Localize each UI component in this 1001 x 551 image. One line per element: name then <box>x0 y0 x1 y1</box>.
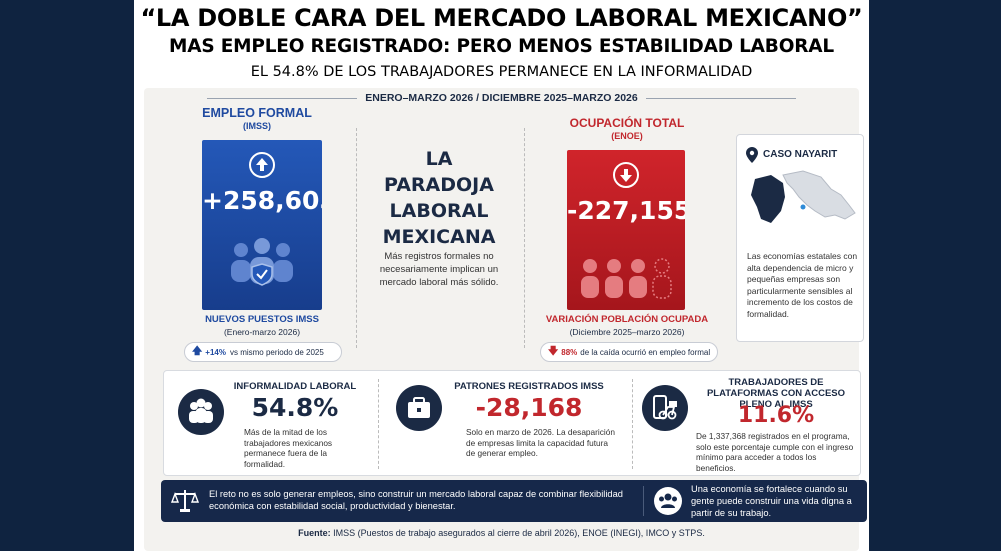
map-pin-icon <box>746 147 758 163</box>
paradox-title: LA PARADOJA LABORAL MEXICANA <box>369 146 509 250</box>
total-source: (ENOE) <box>611 131 643 141</box>
nayarit-title: CASO NAYARIT <box>763 149 838 160</box>
mexico-map-icon <box>751 170 856 223</box>
scales-icon <box>171 490 199 512</box>
formal-delta: +14% <box>205 347 226 357</box>
nayarit-card: CASO NAYARIT Las economías estatales con… <box>736 134 864 342</box>
stat-informalidad-value: 54.8% <box>251 393 339 422</box>
source-text: IMSS (Puestos de trabajo asegurados al c… <box>333 528 705 538</box>
stat-patrones-title: PATRONES REGISTRADOS IMSS <box>454 381 604 392</box>
delivery-phone-icon <box>642 385 688 431</box>
paradox-text: Más registros formales no necesariamente… <box>379 251 499 288</box>
total-value: -227,155 <box>567 196 685 225</box>
arrow-down-small-icon: 🡇 <box>548 345 559 357</box>
stat-patrones-value: -28,168 <box>475 393 583 422</box>
stat-patrones-desc: Solo en marzo de 2026. La desaparición d… <box>466 427 615 458</box>
infographic-sheet: “LA DOBLE CARA DEL MERCADO LABORAL MEXIC… <box>134 0 869 551</box>
formal-title: EMPLEO FORMAL <box>202 106 312 120</box>
formal-card: +258,605 <box>202 140 322 310</box>
total-title: OCUPACIÓN TOTAL <box>569 116 685 130</box>
arrow-down-icon <box>613 162 639 188</box>
stat-plataformas-value: 11.6% <box>737 403 815 428</box>
stat-informalidad-desc: Más de la mitad de los trabajadores mexi… <box>244 427 333 469</box>
briefcase-icon <box>396 385 442 431</box>
people-group-faded-icon <box>581 258 672 299</box>
people-group-icon <box>178 389 224 435</box>
divider-right <box>524 128 525 348</box>
community-icon <box>654 487 682 515</box>
banner-divider <box>643 486 644 516</box>
formal-label: NUEVOS PUESTOS IMSS <box>205 314 319 325</box>
total-label: VARIACIÓN POBLACIÓN OCUPADA <box>545 314 709 325</box>
total-card: -227,155 <box>567 150 685 310</box>
bottom-banner: El reto no es solo generar empleos, sino… <box>161 480 867 522</box>
arrow-up-icon <box>249 152 275 178</box>
paradox-title-line-3: MEXICANA <box>382 226 496 248</box>
banner-right-text: Una economía se fortalece cuando su gent… <box>691 484 852 518</box>
period-label: ENERO–MARZO 2026 / DICIEMBRE 2025–MARZO … <box>144 92 859 104</box>
formal-range: (Enero-marzo 2026) <box>223 327 301 337</box>
divider-left <box>356 128 357 348</box>
total-delta-note: de la caída ocurrió en empleo formal <box>580 347 711 357</box>
stats-panel: INFORMALIDAD LABORAL 54.8% Más de la mit… <box>163 370 861 476</box>
formal-delta-pill: 🡅 +14% vs mismo periodo de 2025 <box>184 342 342 362</box>
arrow-up-small-icon: 🡅 <box>192 345 203 357</box>
banner-left-text: El reto no es solo generar empleos, sino… <box>209 489 623 511</box>
source-label: Fuente: <box>298 528 331 538</box>
formal-value: +258,605 <box>202 186 322 215</box>
nayarit-text: Las economías estatales con alta depende… <box>747 251 858 319</box>
people-shield-icon <box>231 238 293 286</box>
paradox-title-line-1: LA PARADOJA <box>384 148 494 196</box>
stat-plataformas-title: TRABAJADORES DE PLATAFORMAS CON ACCESO P… <box>706 377 846 410</box>
stat-informalidad-title: INFORMALIDAD LABORAL <box>233 381 357 392</box>
paradox-title-line-2: LABORAL <box>389 200 489 222</box>
subtitle: MAS EMPLEO REGISTRADO: PERO MENOS ESTABI… <box>169 36 834 57</box>
total-range: (Diciembre 2025–marzo 2026) <box>569 327 685 337</box>
infographic-panel: ENERO–MARZO 2026 / DICIEMBRE 2025–MARZO … <box>144 88 867 551</box>
stats-divider-2 <box>632 379 633 469</box>
stat-plataformas-desc: De 1,337,368 registrados en el programa,… <box>696 431 854 473</box>
main-title: “LA DOBLE CARA DEL MERCADO LABORAL MEXIC… <box>140 4 863 32</box>
total-delta: 88% <box>561 347 578 357</box>
tagline: EL 54.8% DE LOS TRABAJADORES PERMANECE E… <box>250 64 753 80</box>
stats-divider-1 <box>378 379 379 469</box>
total-delta-pill: 🡇 88% de la caída ocurrió en empleo form… <box>540 342 718 362</box>
source-note: Fuente: IMSS (Puestos de trabajo asegura… <box>144 528 859 538</box>
formal-delta-note: vs mismo periodo de 2025 <box>229 347 324 357</box>
formal-source: (IMSS) <box>243 121 271 131</box>
